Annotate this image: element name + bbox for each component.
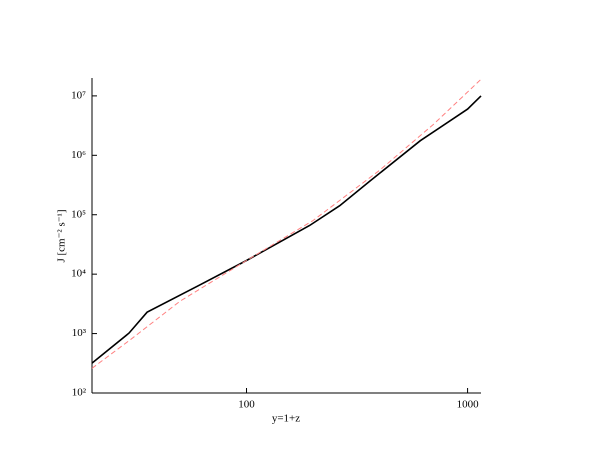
y-tick-label: 10⁴ [71,268,86,280]
data-line [91,95,482,364]
x-tick-label: 1000 [457,399,480,411]
x-tick-label: 100 [238,399,255,411]
data-line [91,78,482,369]
y-tick-label: 10² [72,387,87,399]
y-axis-label: J [cm⁻² s⁻¹] [56,209,68,262]
y-tick-label: 10³ [72,327,87,339]
y-tick-label: 10⁵ [71,208,86,220]
y-tick-label: 10⁷ [71,89,86,101]
x-axis-label: y=1+z [272,413,300,425]
y-tick-label: 10⁶ [71,149,86,161]
